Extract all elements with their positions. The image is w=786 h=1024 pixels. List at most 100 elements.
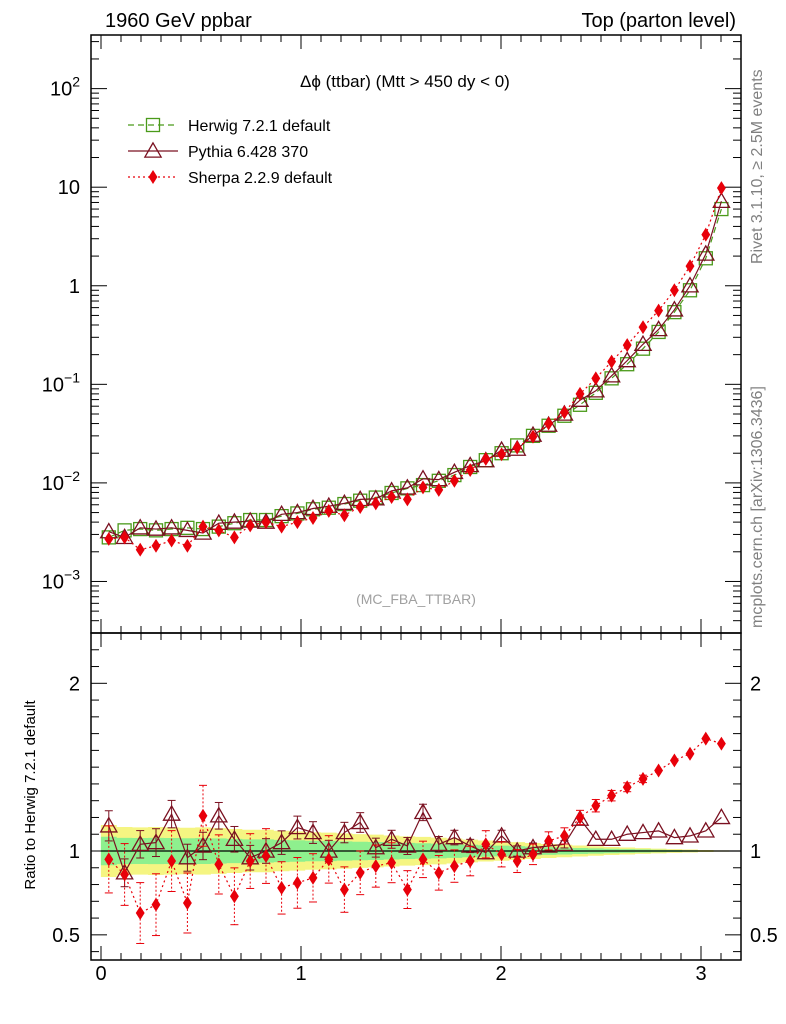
ratio-point-0 <box>712 808 731 825</box>
main-point-2 <box>559 405 569 420</box>
ratio-point-1 <box>324 852 334 867</box>
ratio-point-0 <box>680 826 700 843</box>
main-point-2 <box>355 499 365 514</box>
main-point-1 <box>602 366 621 383</box>
main-point-2 <box>135 542 145 557</box>
header-right: Top (parton level) <box>581 10 736 32</box>
ratio-point-1 <box>167 854 177 869</box>
side-label-bottom: mcplots.cern.ch [arXiv:1306.3436] <box>749 386 766 628</box>
main-point-1 <box>476 451 496 468</box>
ratio-point-0 <box>570 809 590 826</box>
main-point-1 <box>665 300 684 317</box>
ratio-point-0 <box>209 806 229 823</box>
ratio-y-tick-label: 2 <box>69 673 80 695</box>
ratio-point-0 <box>99 816 119 833</box>
ratio-y-tick-label-right: 0.5 <box>750 925 778 947</box>
ratio-point-1 <box>449 859 459 874</box>
ratio-point-0 <box>602 829 621 847</box>
ratio-point-1 <box>261 849 271 864</box>
main-series-layer <box>99 181 731 557</box>
main-y-tick-label: 10 <box>58 177 80 199</box>
main-point-2 <box>434 482 444 497</box>
main-series-line-0 <box>108 208 722 538</box>
ratio-point-1 <box>402 882 412 897</box>
ratio-point-1 <box>481 837 491 852</box>
ratio-point-1 <box>135 906 145 921</box>
ratio-point-0 <box>555 834 574 852</box>
ratio-point-0 <box>633 823 653 840</box>
ratio-point-1 <box>120 867 130 882</box>
ratio-point-1 <box>559 828 569 843</box>
main-axis-ticks: 10−3 10−2 10−1 1 10 102 <box>42 35 742 634</box>
main-point-1 <box>586 381 606 398</box>
main-y-tick-label: 10−1 <box>42 369 80 396</box>
ratio-point-1 <box>198 808 208 823</box>
ratio-point-0 <box>413 802 433 820</box>
main-point-2 <box>371 496 381 511</box>
ratio-point-0 <box>445 828 464 845</box>
ratio-point-1 <box>229 889 239 904</box>
ratio-y-tick-label-right: 1 <box>750 841 761 863</box>
main-point-1 <box>555 404 574 421</box>
ratio-point-1 <box>528 847 538 862</box>
main-point-2 <box>638 320 648 335</box>
legend-label-1: Pythia 6.428 370 <box>188 144 308 161</box>
ratio-point-1 <box>151 897 161 912</box>
ratio-point-1 <box>512 854 522 869</box>
main-point-2 <box>497 447 507 462</box>
ratio-point-1 <box>434 865 444 880</box>
main-point-2 <box>512 440 522 455</box>
ratio-point-1 <box>355 865 365 880</box>
ratio-point-0 <box>696 821 716 838</box>
main-point-2 <box>214 523 224 538</box>
main-point-2 <box>716 181 726 196</box>
ratio-point-1 <box>622 780 632 795</box>
ratio-point-0 <box>225 829 244 847</box>
main-point-2 <box>654 303 664 318</box>
main-point-1 <box>130 518 150 535</box>
main-point-2 <box>277 519 287 534</box>
ratio-point-0 <box>617 824 637 841</box>
main-point-2 <box>591 371 601 386</box>
ratio-point-0 <box>146 833 166 850</box>
ratio-point-1 <box>465 854 475 869</box>
main-point-2 <box>324 503 334 518</box>
main-point-2 <box>622 338 632 353</box>
main-point-2 <box>104 531 114 546</box>
ratio-point-1 <box>292 875 302 890</box>
ratio-point-0 <box>130 834 150 852</box>
main-point-2 <box>607 354 617 369</box>
ratio-point-1 <box>339 882 349 897</box>
x-tick-label: 1 <box>295 963 306 985</box>
watermark: (MC_FBA_TTBAR) <box>356 591 476 607</box>
main-point-2 <box>261 515 271 530</box>
ratio-plot: 0.5 0.5 1 1 2 2 Ratio to Herwig 7.2.1 default <box>22 632 778 961</box>
ratio-point-0 <box>335 823 354 840</box>
legend-marker-1 <box>143 141 163 158</box>
x-tick-labels: 0 1 2 3 <box>95 963 706 985</box>
main-plot: 10−3 10−2 10−1 1 10 102 Δϕ (ttbar) (Mtt > 450… <box>42 34 742 634</box>
ratio-point-0 <box>665 828 684 845</box>
ratio-point-1 <box>638 771 648 786</box>
ratio-point-1 <box>214 857 224 872</box>
ratio-point-1 <box>544 833 554 848</box>
main-point-2 <box>544 416 554 431</box>
main-point-1 <box>193 523 213 540</box>
ratio-point-1 <box>716 736 726 751</box>
ratio-series-layer <box>99 731 731 944</box>
legend-label-0: Herwig 7.2.1 default <box>188 118 331 135</box>
x-tick-label: 0 <box>95 963 106 985</box>
ratio-point-0 <box>382 829 401 847</box>
ratio-point-0 <box>476 843 496 860</box>
ratio-ylabel: Ratio to Herwig 7.2.1 default <box>22 700 39 890</box>
ratio-point-0 <box>350 813 370 830</box>
main-point-1 <box>649 320 668 337</box>
main-point-0 <box>133 521 148 537</box>
legend-label-2: Sherpa 2.2.9 default <box>188 170 333 187</box>
side-label-top: Rivet 3.1.10, ≥ 2.5M events <box>749 69 766 264</box>
main-point-2 <box>528 429 538 444</box>
main-point-1 <box>680 276 700 293</box>
ratio-series-line-0 <box>108 811 722 875</box>
ratio-point-1 <box>418 852 428 867</box>
